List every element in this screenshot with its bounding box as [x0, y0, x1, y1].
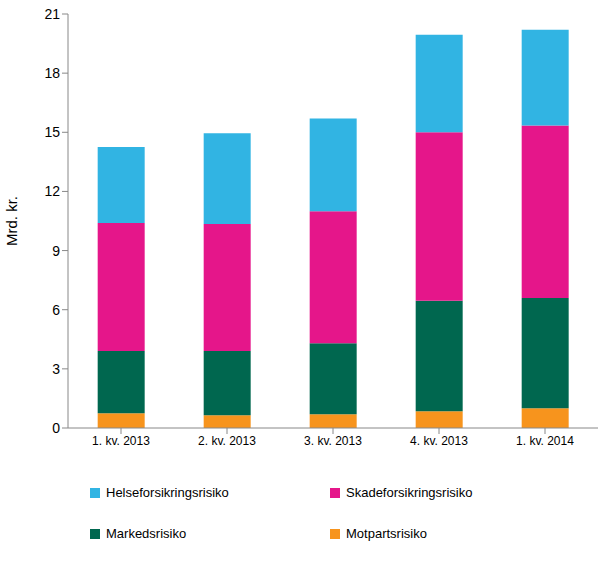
- html-text:Markedsrisiko: Markedsrisiko: [106, 526, 187, 541]
- svg-text:9: 9: [52, 243, 60, 259]
- svg-text:3. kv. 2013: 3. kv. 2013: [304, 434, 362, 448]
- html-text:Skadeforsikringsrisiko: Skadeforsikringsrisiko: [346, 485, 473, 500]
- svg-text:1. kv. 2013: 1. kv. 2013: [92, 434, 150, 448]
- svg-text:Mrd. kr.: Mrd. kr.: [8, 196, 20, 246]
- html-text:Motpartsrisiko: Motpartsrisiko: [346, 526, 427, 541]
- svg-text:21: 21: [44, 6, 60, 22]
- html-text:Helseforsikringsrisiko: Helseforsikringsrisiko: [106, 485, 229, 500]
- svg-text:2. kv. 2013: 2. kv. 2013: [198, 434, 256, 448]
- svg-text:12: 12: [44, 183, 60, 199]
- svg-text:3: 3: [52, 361, 60, 377]
- svg-text:1. kv. 2014: 1. kv. 2014: [516, 434, 574, 448]
- svg-text:15: 15: [44, 124, 60, 140]
- svg-text:4. kv. 2013: 4. kv. 2013: [410, 434, 468, 448]
- svg-text:0: 0: [52, 420, 60, 436]
- svg-text:6: 6: [52, 302, 60, 318]
- svg-text:18: 18: [44, 65, 60, 81]
